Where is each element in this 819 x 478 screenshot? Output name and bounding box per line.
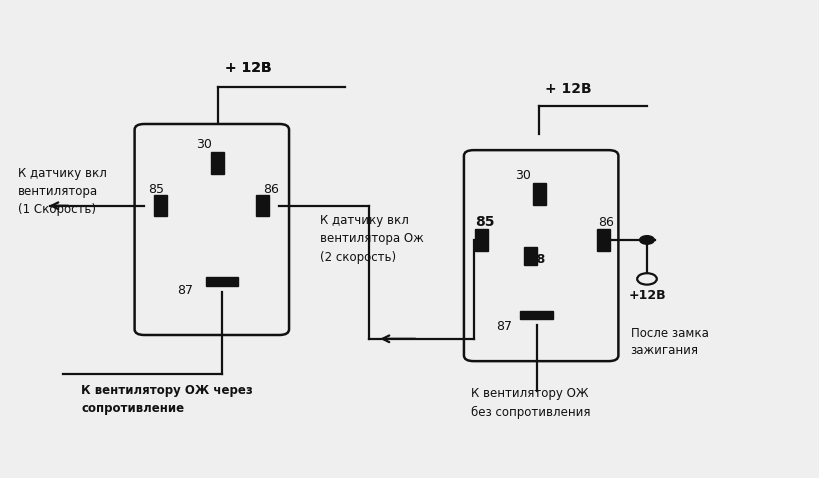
Text: 85: 85 <box>475 216 495 229</box>
Text: К вентилятору ОЖ через
сопротивление: К вентилятору ОЖ через сопротивление <box>81 384 253 415</box>
Text: К датчику вкл
вентилятора
(1 Скорость): К датчику вкл вентилятора (1 Скорость) <box>18 167 106 216</box>
Bar <box>206 278 238 286</box>
Bar <box>154 195 167 217</box>
Text: 88: 88 <box>528 253 545 266</box>
Bar <box>211 152 224 174</box>
Text: 30: 30 <box>196 138 212 151</box>
Text: 87: 87 <box>495 320 512 333</box>
Circle shape <box>636 273 656 284</box>
Text: + 12В: + 12В <box>225 61 272 75</box>
Text: После замка
зажигания: После замка зажигания <box>630 327 708 357</box>
Text: К вентилятору ОЖ
без сопротивления: К вентилятору ОЖ без сопротивления <box>471 387 590 419</box>
Text: 86: 86 <box>597 217 613 229</box>
Bar <box>520 311 552 319</box>
Bar <box>524 247 536 265</box>
Text: + 12В: + 12В <box>544 82 590 97</box>
Text: + 12В: + 12В <box>225 61 272 75</box>
Circle shape <box>639 236 654 244</box>
Text: 87: 87 <box>177 284 193 297</box>
Text: +12В: +12В <box>628 289 666 302</box>
Bar <box>596 229 609 250</box>
Text: 30: 30 <box>514 169 530 182</box>
Bar <box>532 183 545 205</box>
Text: 85: 85 <box>148 183 165 196</box>
Bar <box>256 195 269 217</box>
Text: 86: 86 <box>263 183 278 196</box>
Bar <box>475 229 488 250</box>
Text: К датчику вкл
вентилятора Ож
(2 скорость): К датчику вкл вентилятора Ож (2 скорость… <box>319 215 423 263</box>
